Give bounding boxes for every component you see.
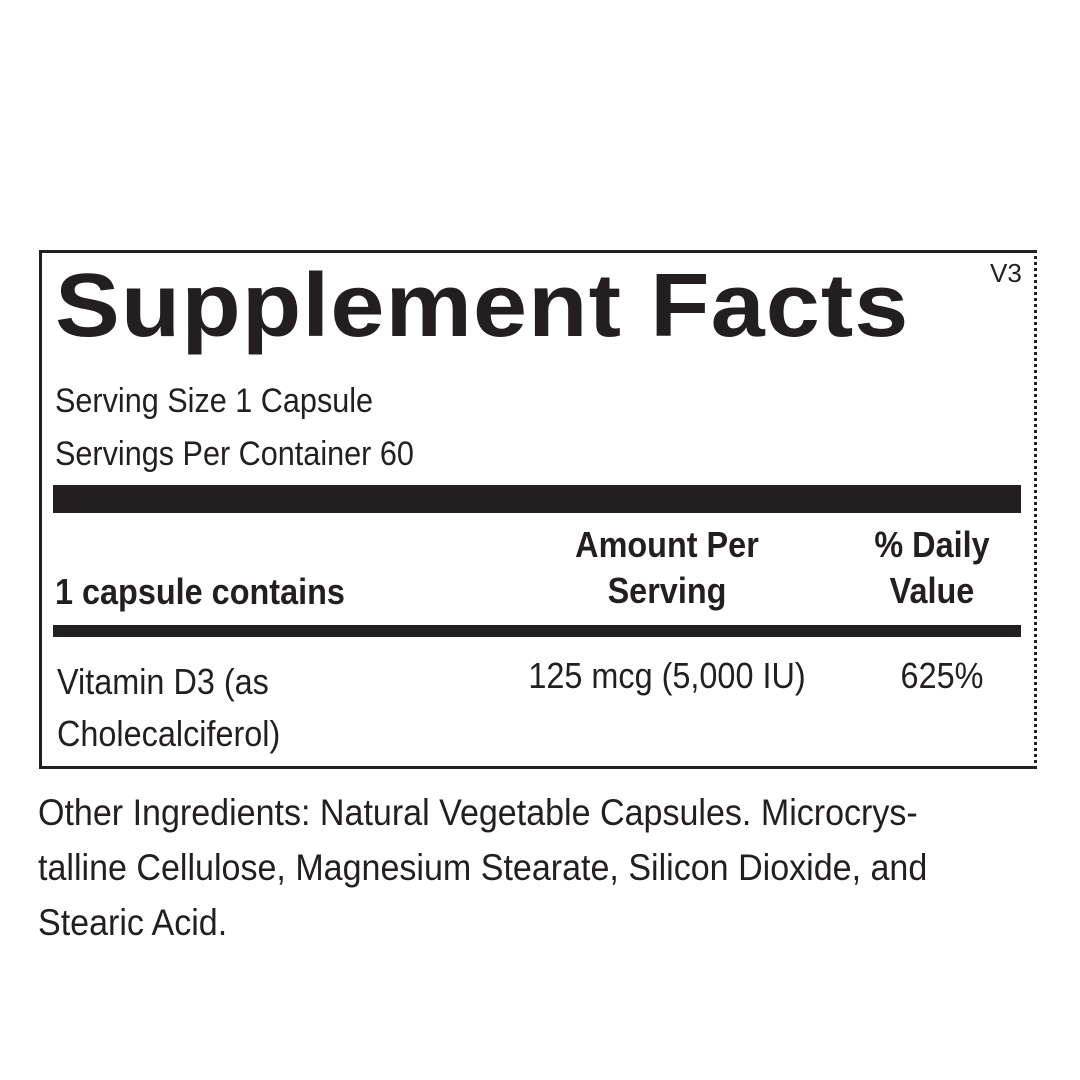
supplement-facts-panel (39, 250, 1037, 769)
other-ingredients-line1: Other Ingredients: Natural Vegetable Cap… (38, 792, 918, 833)
nutrient-name-line1: Vitamin D3 (as (57, 661, 269, 702)
nutrient-name-line2: Cholecalciferol) (57, 713, 281, 754)
header-daily-value: % Daily Value (842, 522, 1022, 614)
header-amount: Amount Per Serving (541, 522, 793, 614)
nutrient-name: Vitamin D3 (as Cholecalciferol) (57, 656, 280, 760)
nutrient-amount: 125 mcg (5,000 IU) (528, 655, 806, 696)
header-amount-line1: Amount Per (575, 524, 759, 565)
version-label: V3 (990, 258, 1022, 288)
other-ingredients-line3: Stearic Acid. (38, 902, 228, 943)
thick-divider (53, 485, 1021, 513)
nutrient-daily-value: 625% (900, 655, 984, 696)
servings-per-container: Servings Per Container 60 (55, 435, 414, 473)
serving-size: Serving Size 1 Capsule (55, 382, 374, 420)
medium-divider (53, 625, 1021, 637)
other-ingredients-line2: talline Cellulose, Magnesium Stearate, S… (38, 847, 928, 888)
other-ingredients: Other Ingredients: Natural Vegetable Cap… (38, 785, 927, 950)
header-contains: 1 capsule contains (55, 571, 345, 612)
header-dv-line2: Value (889, 570, 975, 611)
panel-title: Supplement Facts (55, 256, 910, 356)
header-dv-line1: % Daily (874, 524, 990, 565)
header-amount-line2: Serving (607, 570, 727, 611)
